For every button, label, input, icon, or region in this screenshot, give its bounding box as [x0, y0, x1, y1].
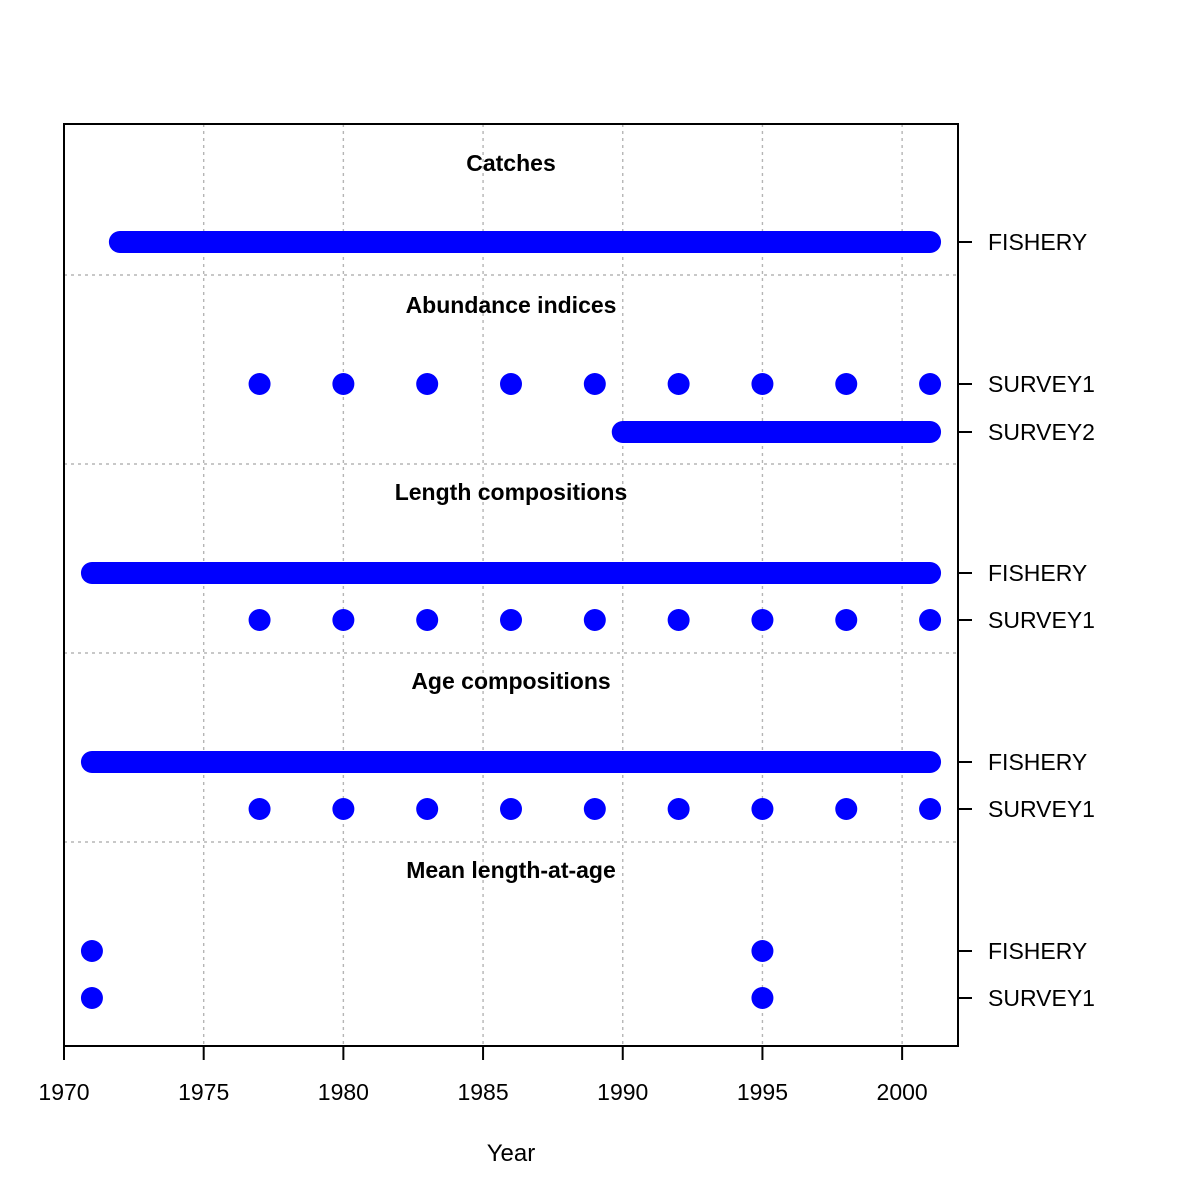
data-point-survey1-1977 — [248, 373, 271, 395]
x-tick-label-1990: 1990 — [597, 1079, 648, 1105]
group-title: Catches — [466, 150, 555, 176]
group-title: Mean length-at-age — [406, 857, 616, 883]
x-tick-label-1970: 1970 — [38, 1079, 89, 1105]
data-point-survey1-1995 — [751, 609, 774, 631]
data-point-survey1-2001 — [919, 373, 942, 395]
data-point-survey1-1986 — [500, 609, 522, 631]
group-title: Abundance indices — [406, 292, 617, 318]
series-label-survey2: SURVEY2 — [988, 419, 1095, 445]
data-point-survey1-1983 — [416, 609, 439, 631]
x-tick-label-1995: 1995 — [737, 1079, 788, 1105]
series-label-survey1: SURVEY1 — [988, 985, 1095, 1011]
data-point-survey1-1977 — [248, 798, 271, 820]
series-label-fishery: FISHERY — [988, 229, 1087, 255]
data-point-survey1-1983 — [416, 798, 439, 820]
x-tick-label-1975: 1975 — [178, 1079, 229, 1105]
data-point-survey1-1995 — [751, 373, 774, 395]
data-point-fishery-1995 — [751, 940, 774, 962]
grid-lines — [64, 124, 958, 1046]
x-axis-title: Year — [487, 1140, 536, 1167]
data-point-survey1-1992 — [667, 798, 690, 820]
data-point-survey1-1998 — [835, 373, 858, 395]
data-point-survey1-1998 — [835, 798, 858, 820]
data-point-survey1-1986 — [500, 798, 522, 820]
data-point-survey1-1998 — [835, 609, 858, 631]
data-point-survey1-1992 — [667, 373, 690, 395]
data-point-survey1-1989 — [583, 798, 606, 820]
data-point-survey1-1971 — [80, 987, 103, 1009]
group-title: Length compositions — [395, 479, 628, 505]
x-tick-label-1985: 1985 — [457, 1079, 508, 1105]
data-point-survey1-1995 — [751, 798, 774, 820]
data-point-survey1-2001 — [919, 609, 942, 631]
series-label-survey1: SURVEY1 — [988, 607, 1095, 633]
data-point-fishery-1971 — [80, 940, 103, 962]
data-point-survey1-1980 — [332, 798, 355, 820]
data-point-survey1-1980 — [332, 373, 355, 395]
series-label-survey1: SURVEY1 — [988, 796, 1095, 822]
x-tick-label-2000: 2000 — [877, 1079, 928, 1105]
chart-labels: Catches FISHERY Abundance indices SURVEY1 SU… — [395, 150, 1095, 1011]
data-point-survey1-1992 — [667, 609, 690, 631]
plot-frame — [63, 123, 959, 1047]
series-label-fishery: FISHERY — [988, 560, 1087, 586]
x-axis: 1970 1975 1980 1985 1990 1995 2000 — [38, 241, 972, 1105]
series-label-survey1: SURVEY1 — [988, 371, 1095, 397]
group-title: Age compositions — [411, 668, 610, 694]
data-point-survey1-1989 — [583, 609, 606, 631]
data-point-survey1-1983 — [416, 373, 439, 395]
x-tick-label-1980: 1980 — [318, 1079, 369, 1105]
series-label-fishery: FISHERY — [988, 749, 1087, 775]
data-point-survey1-1989 — [583, 373, 606, 395]
data-marks — [80, 231, 942, 1009]
series-label-fishery: FISHERY — [988, 938, 1087, 964]
data-point-survey1-2001 — [919, 798, 942, 820]
data-point-survey1-1977 — [248, 609, 271, 631]
data-point-survey1-1980 — [332, 609, 355, 631]
data-point-survey1-1986 — [500, 373, 522, 395]
data-point-survey1-1995 — [751, 987, 774, 1009]
